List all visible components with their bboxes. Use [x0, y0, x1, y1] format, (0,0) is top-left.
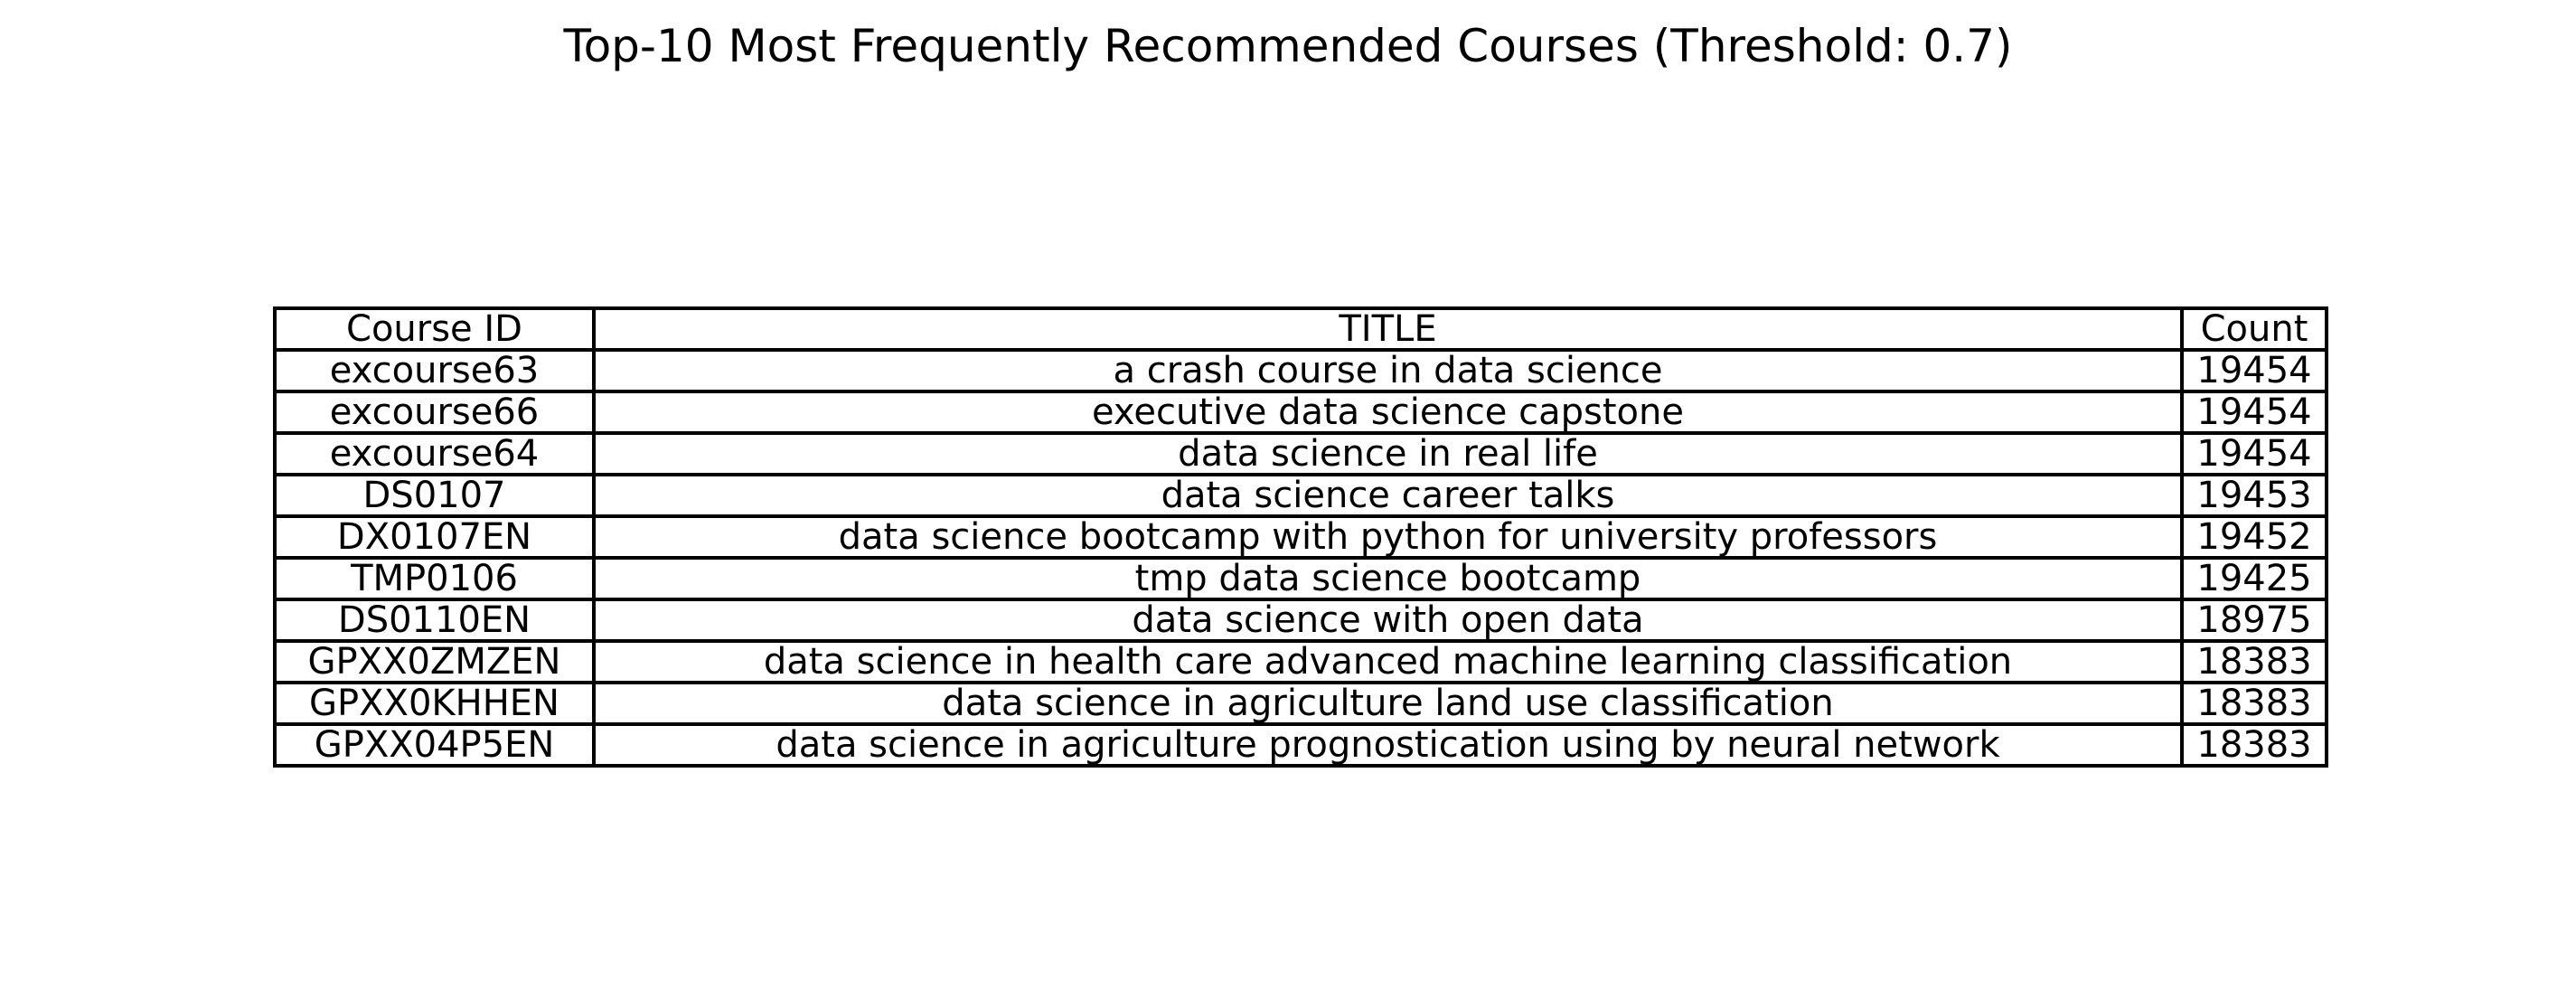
table-row: GPXX0KHHEN data science in agriculture la… — [273, 681, 2328, 726]
course-id-cell: excourse63 — [273, 348, 596, 393]
title-cell: a crash course in data science — [592, 348, 2184, 393]
title-cell: data science with open data — [592, 598, 2184, 643]
course-id-cell: excourse66 — [273, 390, 596, 435]
table-row: DS0107 data science career talks 19453 — [273, 473, 2328, 518]
course-table: Course ID TITLE Count excourse63 a crash cou… — [273, 306, 2328, 768]
course-id-cell: GPXX0KHHEN — [273, 681, 596, 726]
table-row: excourse63 a crash course in data science… — [273, 348, 2328, 393]
course-id-cell: DX0107EN — [273, 514, 596, 560]
course-id-cell: TMP0106 — [273, 556, 596, 601]
count-cell: 19425 — [2180, 556, 2328, 601]
table-body: Course ID TITLE Count excourse63 a crash cou… — [273, 306, 2328, 768]
column-header: Count — [2180, 306, 2328, 352]
column-header: Course ID — [273, 306, 596, 352]
course-id-cell: excourse64 — [273, 431, 596, 476]
table-row: excourse64 data science in real life 19454 — [273, 431, 2328, 476]
table-row: excourse66 executive data science capston… — [273, 390, 2328, 435]
header-row: Course ID TITLE Count — [273, 306, 2328, 352]
table-row: TMP0106 tmp data science bootcamp 19425 — [273, 556, 2328, 601]
count-cell: 18975 — [2180, 598, 2328, 643]
chart-title: Top-10 Most Frequently Recommended Cours… — [563, 20, 2013, 72]
count-cell: 19454 — [2180, 390, 2328, 435]
title-cell: executive data science capstone — [592, 390, 2184, 435]
course-id-cell: DS0107 — [273, 473, 596, 518]
count-cell: 18383 — [2180, 681, 2328, 726]
title-cell: data science in health care advanced mac… — [592, 639, 2184, 684]
title-cell: data science in agriculture prognosticat… — [592, 722, 2184, 768]
title-cell: data science in real life — [592, 431, 2184, 476]
count-cell: 18383 — [2180, 722, 2328, 768]
table-row: DS0110EN data science with open data 18975 — [273, 598, 2328, 643]
count-cell: 19453 — [2180, 473, 2328, 518]
count-cell: 18383 — [2180, 639, 2328, 684]
count-cell: 19454 — [2180, 431, 2328, 476]
table-row: GPXX04P5EN data science in agriculture pr… — [273, 722, 2328, 768]
count-cell: 19454 — [2180, 348, 2328, 393]
course-id-cell: GPXX0ZMZEN — [273, 639, 596, 684]
table-row: GPXX0ZMZEN data science in health care ad… — [273, 639, 2328, 684]
title-cell: data science career talks — [592, 473, 2184, 518]
title-cell: tmp data science bootcamp — [592, 556, 2184, 601]
course-id-cell: GPXX04P5EN — [273, 722, 596, 768]
column-header: TITLE — [592, 306, 2184, 352]
count-cell: 19452 — [2180, 514, 2328, 560]
title-cell: data science in agriculture land use cla… — [592, 681, 2184, 726]
title-cell: data science bootcamp with python for un… — [592, 514, 2184, 560]
course-id-cell: DS0110EN — [273, 598, 596, 643]
table-row: DX0107EN data science bootcamp with pytho… — [273, 514, 2328, 560]
